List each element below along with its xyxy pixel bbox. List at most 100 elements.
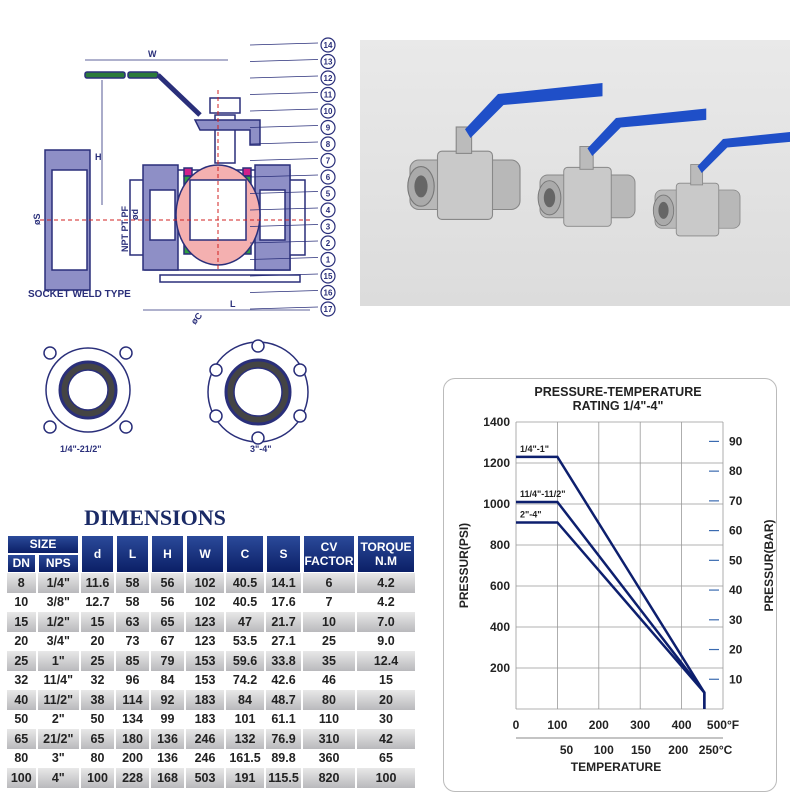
- table-cell: 115.5: [266, 768, 301, 788]
- y2-tick-label: 80: [729, 464, 743, 478]
- ball-valve-photo: [652, 130, 800, 237]
- table-cell: 80: [14, 751, 29, 766]
- table-cell: 15: [379, 673, 393, 688]
- part-callout: 13: [249, 53, 336, 70]
- part-callout: 2: [249, 235, 336, 251]
- table-cell: 3/8": [46, 595, 70, 610]
- table-cell: 38: [81, 690, 114, 710]
- table-row: 100 4" 100 228 168 503 191 115.5 820 100: [7, 768, 415, 788]
- bolt: [159, 274, 301, 283]
- table-cell: 15: [81, 612, 114, 632]
- svg-text:17: 17: [324, 305, 333, 314]
- table-cell: 123: [194, 634, 216, 649]
- table-cell: 183: [186, 690, 224, 710]
- table-cell: 168: [151, 768, 184, 788]
- blue-handle: [465, 83, 603, 138]
- svg-text:2: 2: [326, 239, 331, 248]
- table-cell: 11.6: [81, 573, 114, 593]
- table-cell: 15: [7, 612, 36, 632]
- x-tick-label-c: 250°C: [699, 743, 733, 757]
- x-tick-label-f: 100: [547, 718, 567, 732]
- x-tick-label-f: 200: [589, 718, 609, 732]
- svg-text:4: 4: [326, 206, 331, 215]
- table-cell: 25: [322, 634, 336, 649]
- svg-text:14: 14: [324, 41, 333, 50]
- table-cell: 61.1: [271, 712, 296, 727]
- y2-tick-label: 20: [729, 643, 743, 657]
- svg-text:3: 3: [326, 223, 331, 232]
- table-cell: 58: [116, 573, 149, 593]
- svg-text:8: 8: [326, 140, 331, 149]
- table-cell: 3": [51, 751, 65, 766]
- table-cell: 134: [122, 712, 143, 727]
- table-cell: 53.5: [232, 634, 258, 649]
- table-cell: 101: [234, 712, 256, 727]
- flange-large-label: 3"-4": [250, 444, 272, 454]
- table-row: 20 3/4" 20 73 67 123 53.5 27.1 25 9.0: [7, 632, 415, 652]
- header-cv: CV FACTOR: [303, 535, 355, 573]
- header-l: L: [116, 535, 149, 573]
- header-nps: NPS: [37, 554, 79, 573]
- table-cell: 310: [303, 729, 355, 749]
- table-cell: 74.2: [232, 673, 258, 688]
- table-cell: 42.6: [271, 673, 296, 688]
- svg-text:5: 5: [326, 190, 331, 199]
- table-cell: 100: [81, 768, 114, 788]
- socket-weld-label: SOCKET WELD TYPE: [28, 289, 131, 300]
- table-cell: 136: [151, 729, 184, 749]
- header-dn: DN: [7, 554, 36, 573]
- part-callout: 12: [249, 70, 336, 86]
- dim-w-label: W: [148, 49, 157, 59]
- table-cell: 63: [116, 612, 149, 632]
- table-cell: 65: [151, 612, 184, 632]
- header-c: C: [226, 535, 264, 573]
- table-cell: 246: [194, 751, 216, 766]
- table-cell: 360: [318, 751, 340, 766]
- header-w: W: [186, 535, 224, 573]
- series-label: 11/4"-11/2": [520, 489, 566, 499]
- table-cell: 50: [90, 712, 105, 727]
- part-callout: 11: [249, 86, 336, 103]
- table-cell: 12.4: [357, 651, 415, 671]
- table-cell: 110: [318, 712, 340, 727]
- table-cell: 40: [7, 690, 36, 710]
- table-cell: 96: [125, 673, 140, 688]
- table-row: 25 1" 25 85 79 153 59.6 33.8 35 12.4: [7, 651, 415, 671]
- part-callout: 6: [249, 169, 336, 185]
- series-label: 2"-4": [520, 509, 542, 519]
- table-cell: 20: [357, 690, 415, 710]
- table-cell: 8: [7, 573, 36, 593]
- part-callout: 14: [249, 37, 336, 53]
- table-cell: 47: [226, 612, 264, 632]
- table-cell: 161.5: [229, 751, 261, 766]
- table-row: 15 1/2" 15 63 65 123 47 21.7 10 7.0: [7, 612, 415, 632]
- header-s: S: [266, 535, 301, 573]
- part-callout: 9: [249, 119, 336, 136]
- table-cell: 200: [122, 751, 143, 766]
- table-cell: 100: [7, 768, 36, 788]
- table-cell: 65: [379, 751, 393, 766]
- table-cell: 1/4": [37, 573, 79, 593]
- pressure-temperature-chart-panel: [443, 378, 777, 792]
- table-cell: 100: [357, 768, 415, 788]
- table-cell: 12.7: [85, 595, 110, 610]
- table-cell: 9.0: [377, 634, 395, 649]
- table-cell: 7: [325, 595, 333, 610]
- part-callout: 3: [249, 218, 336, 235]
- table-cell: 114: [116, 690, 149, 710]
- table-row: 65 21/2" 65 180 136 246 132 76.9 310 42: [7, 729, 415, 749]
- x-tick-label-c: 200: [668, 743, 688, 757]
- header-torque: TORQUE N.M: [357, 535, 415, 573]
- y2-tick-label: 10: [729, 672, 743, 686]
- dim-npt-label: NPT PT PF: [120, 205, 130, 252]
- chart-title: PRESSURE-TEMPERATURE RATING 1/4"-4": [534, 385, 701, 413]
- table-cell: 40.5: [226, 573, 264, 593]
- x-axis-label: TEMPERATURE: [571, 760, 661, 774]
- table-cell: 191: [226, 768, 264, 788]
- dim-c-label: øC: [189, 310, 205, 326]
- x-tick-label-c: 50: [560, 743, 574, 757]
- series-label: 1/4"-1": [520, 444, 549, 454]
- product-photo: [360, 40, 800, 306]
- table-cell: 20: [14, 634, 29, 649]
- svg-text:13: 13: [324, 58, 333, 67]
